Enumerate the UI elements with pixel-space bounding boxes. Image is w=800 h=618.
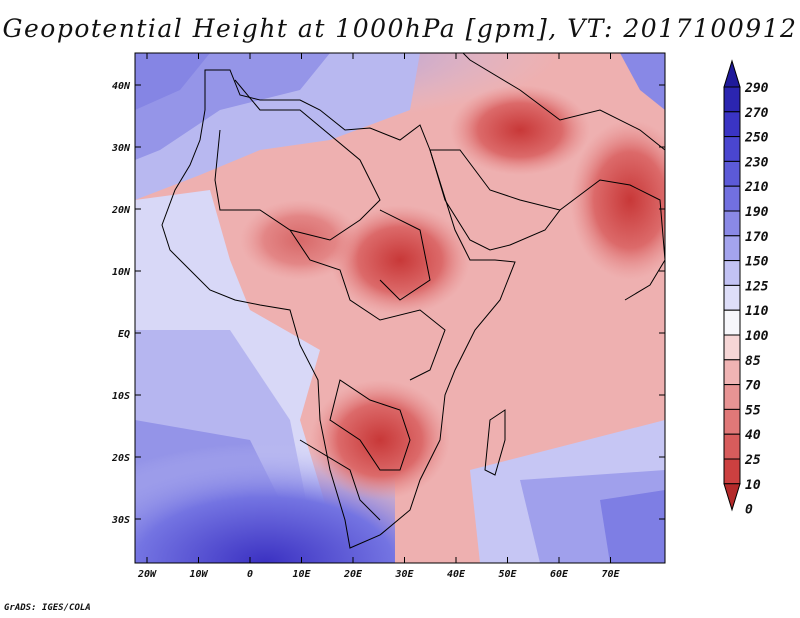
colorbar-label: 25	[744, 453, 761, 468]
colorbar-swatch	[723, 433, 741, 460]
colorbar-swatch	[723, 408, 741, 435]
colorbar-label: 0	[745, 503, 753, 518]
footer-credit: GrADS: IGES/COLA	[4, 603, 91, 613]
colorbar-swatch	[723, 334, 741, 361]
lon-label: 70E	[601, 569, 620, 580]
colorbar-label: 170	[745, 230, 769, 245]
colorbar-swatch	[723, 136, 741, 162]
colorbar-label: 110	[745, 304, 769, 319]
lon-label: 40E	[447, 569, 466, 580]
colorbar-swatch	[723, 359, 741, 386]
colorbar-label: 10	[745, 478, 761, 493]
colorbar-label: 55	[745, 403, 761, 418]
colorbar-label: 230	[744, 155, 769, 170]
colorbar-label: 40	[745, 428, 761, 443]
lat-label: 10N	[112, 267, 131, 278]
lon-label: 20W	[137, 569, 157, 580]
lon-label: 10W	[189, 569, 208, 580]
colorbar-swatch	[723, 111, 741, 138]
lon-label: 50E	[498, 569, 517, 580]
lat-label: 10S	[112, 391, 130, 402]
colorbar-swatch	[723, 309, 741, 336]
lon-label: 10E	[292, 569, 311, 580]
coastlines	[161, 53, 665, 549]
colorbar-swatch	[723, 160, 741, 187]
colorbar-arrow-top	[723, 59, 741, 88]
colorbar-label: 150	[745, 255, 769, 270]
colorbar-label: 210	[744, 180, 769, 195]
colorbar-label: 270	[744, 106, 769, 121]
colorbar-arrow-bottom	[723, 483, 741, 512]
colorbar-swatch	[723, 86, 741, 113]
plot-frame	[134, 52, 666, 564]
colorbar-label: 85	[745, 354, 761, 369]
colorbar-label: 70	[745, 379, 761, 394]
lon-label: 0	[247, 569, 253, 580]
lat-label: 30N	[111, 143, 131, 154]
lat-label: EQ	[118, 329, 130, 340]
longitude-axis: 20W 10W 0 10E 20E 30E 40E 50E 60E 70E	[137, 53, 621, 580]
colorbar-swatch	[723, 235, 741, 262]
lat-label: 30S	[111, 515, 130, 526]
lat-label: 20S	[111, 453, 130, 464]
colorbar-swatch	[723, 260, 741, 286]
lat-label: 20N	[111, 205, 131, 216]
colorbar-label: 190	[745, 205, 769, 220]
contour-field	[135, 53, 665, 563]
colorbar-swatch	[723, 384, 741, 410]
colorbar-swatch	[723, 458, 741, 485]
colorbar-label: 100	[745, 329, 769, 344]
colorbar-swatch	[723, 210, 741, 237]
latitude-axis: 40N 30N 20N 10N EQ 10S 20S 30S	[111, 81, 665, 526]
colorbar: 2902702502302101901701501251101008570554…	[723, 59, 769, 518]
colorbar-label: 125	[745, 279, 769, 294]
lon-label: 20E	[343, 569, 363, 580]
lat-label: 40N	[112, 81, 131, 92]
colorbar-label: 250	[744, 131, 769, 146]
map-title: Geopotential Height at 1000hPa [gpm], VT…	[2, 14, 798, 43]
lon-label: 30E	[394, 569, 414, 580]
colorbar-swatch	[723, 284, 741, 311]
colorbar-label: 290	[744, 81, 769, 96]
lon-label: 60E	[550, 569, 569, 580]
colorbar-swatch	[723, 185, 741, 212]
